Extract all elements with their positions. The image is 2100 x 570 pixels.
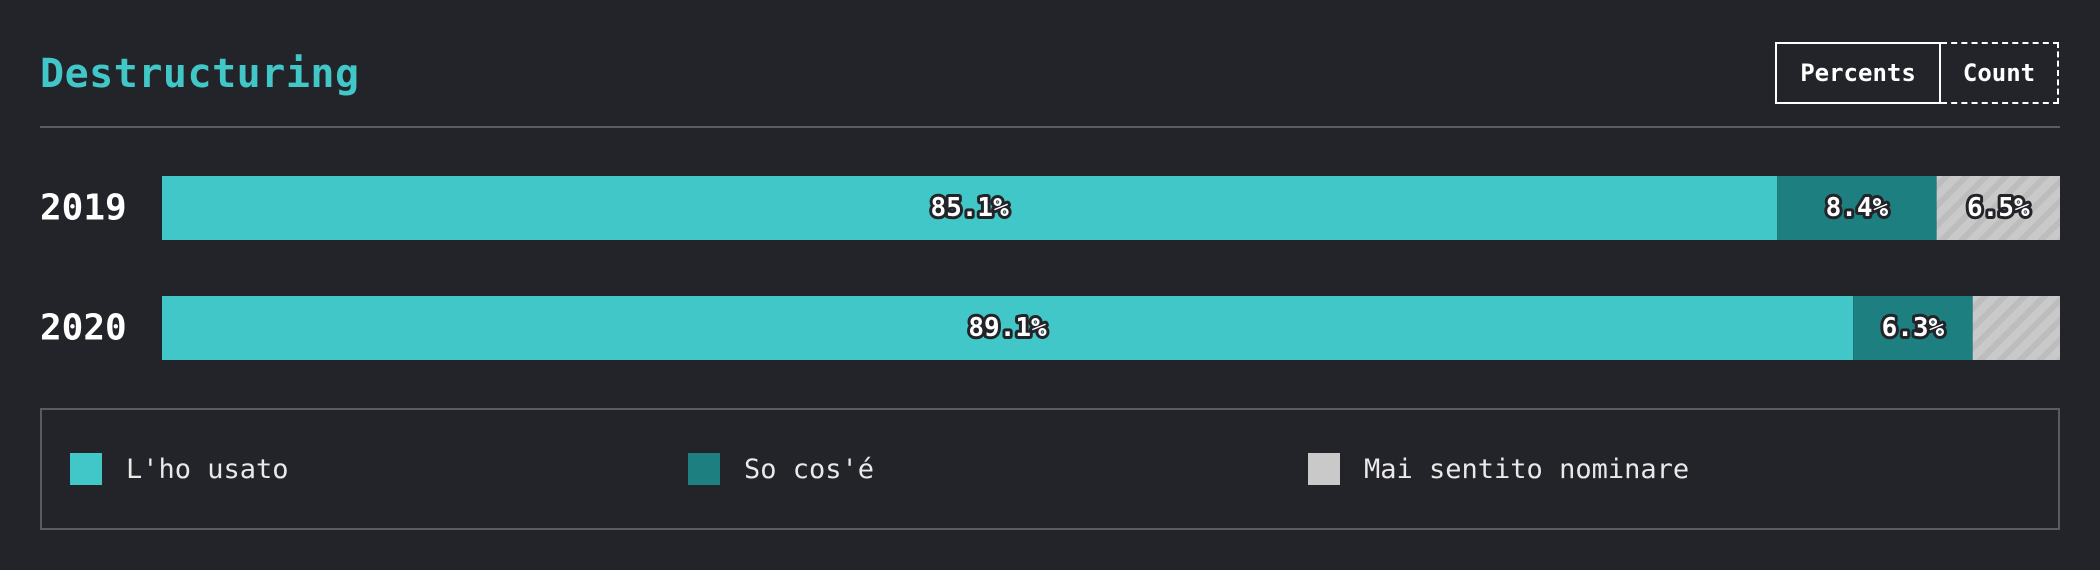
data-label-know-2019: 8.4% [1826,193,1889,223]
chart-title: Destructuring [40,51,360,97]
legend-swatch-used [70,453,102,485]
data-label-never-2019: 6.5% [1967,193,2030,223]
legend-swatch-know [688,453,720,485]
bar-know-2019[interactable] [1777,176,1937,240]
bar-never-2019[interactable] [1936,176,2060,240]
data-label-know-2020: 6.3% [1882,313,1945,343]
unit-toggle: Percents Count [1775,42,2059,104]
legend: L'ho usato So cos'é Mai sentito nominare [40,408,2060,530]
category-label-2019: 2019 [40,188,127,229]
stacked-bar-chart: 85.1% 8.4% 6.5% 89.1% 6.3% 2019 2020 [40,176,2060,360]
legend-swatch-never [1308,453,1340,485]
bar-used-2019[interactable] [162,176,1778,240]
legend-label-never: Mai sentito nominare [1364,453,1690,485]
bar-used-2020[interactable] [162,296,1854,360]
bar-know-2020[interactable] [1853,296,1973,360]
legend-label-used: L'ho usato [126,453,289,485]
legend-item-used[interactable]: L'ho usato [70,410,289,528]
legend-item-know[interactable]: So cos'é [688,410,874,528]
data-label-used-2020: 89.1% [968,313,1047,343]
legend-item-never[interactable]: Mai sentito nominare [1308,410,1689,528]
legend-label-know: So cos'é [744,453,875,485]
data-label-used-2019: 85.1% [930,193,1009,223]
count-button[interactable]: Count [1941,42,2059,104]
header-divider [40,126,2060,128]
percents-button[interactable]: Percents [1775,42,1941,104]
bar-never-2020[interactable] [1972,296,2060,360]
category-label-2020: 2020 [40,308,127,349]
